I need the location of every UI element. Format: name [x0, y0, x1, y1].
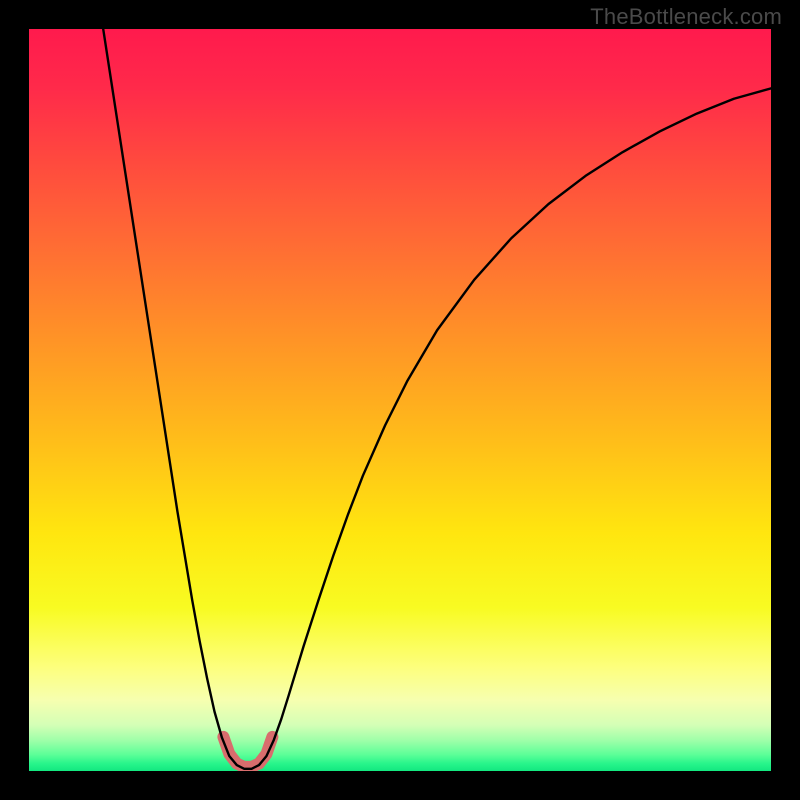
chart-container: TheBottleneck.com: [0, 0, 800, 800]
plot-background: [29, 29, 771, 771]
watermark-text: TheBottleneck.com: [590, 4, 782, 30]
bottleneck-chart: [0, 0, 800, 800]
